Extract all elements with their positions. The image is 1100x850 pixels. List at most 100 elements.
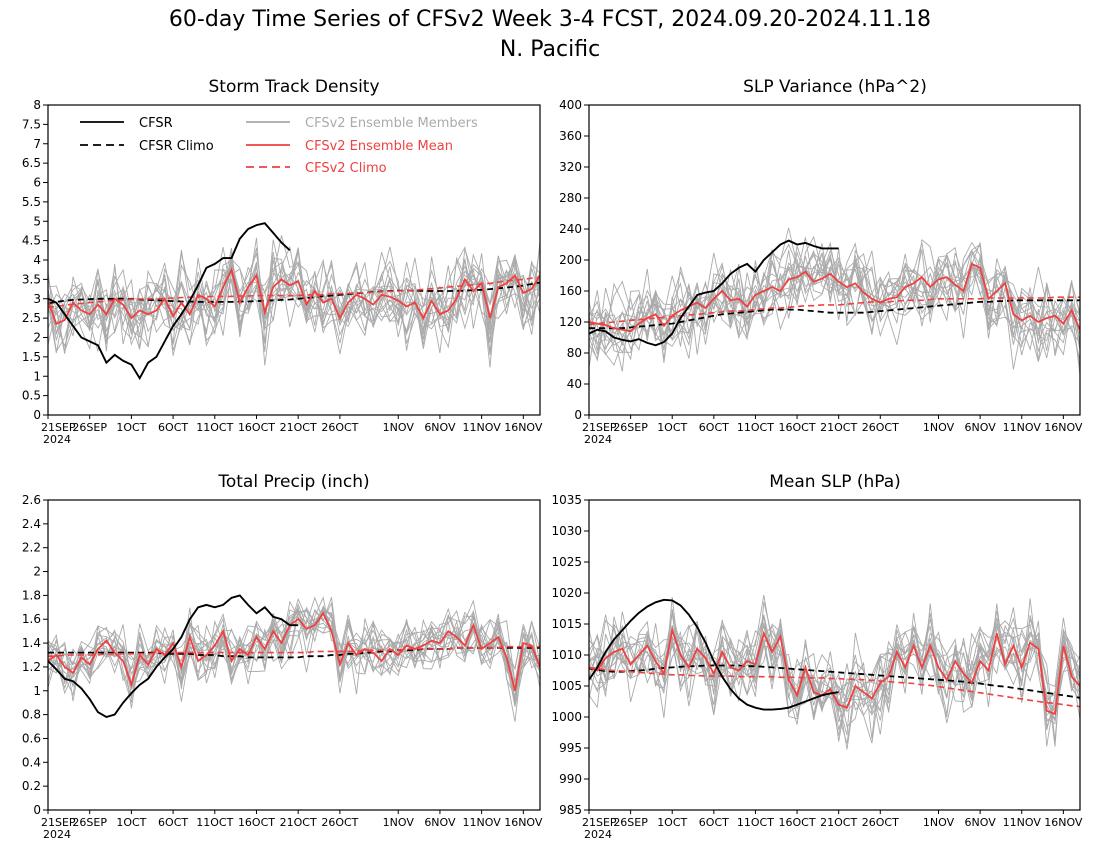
cfsr-line [48, 594, 299, 719]
x-tick-label: 6OCT [158, 421, 188, 434]
legend-item-cfsr: CFSR [80, 116, 173, 131]
y-tick-label: 80 [567, 346, 582, 360]
y-tick-label: 2 [33, 565, 41, 579]
legend-item-cfsv2-climo: CFSv2 Climo [246, 161, 387, 176]
x-tick-label: 26SEP [613, 421, 648, 434]
x-tick-label: 1NOV [923, 816, 955, 829]
cfsv2-climo-line [589, 666, 1080, 708]
x-year-label: 2024 [584, 828, 612, 841]
x-tick-label: 21SEP [41, 421, 76, 434]
plot-frame [47, 499, 541, 811]
x-tick-label: 21OCT [280, 421, 317, 434]
x-tick-label: 16NOV [1044, 816, 1083, 829]
x-year-label: 2024 [584, 433, 612, 446]
y-tick-label: 1 [33, 369, 41, 383]
ensemble-member-line [48, 245, 540, 354]
ensemble-member-line [589, 250, 1080, 351]
y-tick-label: 1.6 [22, 612, 41, 626]
x-tick-label: 26SEP [72, 816, 107, 829]
legend-item-ensemble-members: CFSv2 Ensemble Members [246, 116, 478, 131]
y-tick-label: 2.5 [22, 311, 41, 325]
x-tick-label: 6OCT [158, 816, 188, 829]
y-tick-label: 990 [559, 772, 582, 786]
x-tick-label: 1NOV [383, 421, 415, 434]
x-tick-label: 26SEP [613, 816, 648, 829]
x-year-label: 2024 [43, 433, 71, 446]
y-tick-label: 0 [574, 408, 582, 422]
figure-title: 60-day Time Series of CFSv2 Week 3-4 FCS… [169, 7, 931, 32]
ensemble-member-line [48, 596, 540, 685]
y-tick-label: 1005 [551, 679, 582, 693]
y-tick-label: 2.4 [22, 517, 41, 531]
x-tick-label: 11NOV [463, 816, 502, 829]
y-tick-label: 995 [559, 741, 582, 755]
y-tick-label: 1035 [551, 493, 582, 507]
x-tick-label: 16OCT [238, 421, 275, 434]
y-tick-label: 1000 [551, 710, 582, 724]
x-tick-label: 26SEP [72, 421, 107, 434]
x-tick-label: 1OCT [657, 421, 687, 434]
x-tick-label: 11NOV [1003, 421, 1042, 434]
legend-label: CFSv2 Ensemble Mean [305, 139, 453, 154]
x-tick-label: 6NOV [424, 816, 456, 829]
y-tick-label: 6 [33, 176, 41, 190]
y-tick-label: 6.5 [22, 156, 41, 170]
ensemble-member-line [589, 249, 1080, 356]
x-tick-label: 26OCT [321, 421, 358, 434]
x-tick-label: 6OCT [699, 421, 729, 434]
x-tick-label: 11OCT [737, 421, 774, 434]
x-tick-label: 16OCT [779, 816, 816, 829]
cfsr-line [48, 222, 291, 381]
x-tick-label: 6NOV [424, 421, 456, 434]
y-tick-label: 200 [559, 253, 582, 267]
y-tick-label: 0.2 [22, 779, 41, 793]
y-tick-label: 120 [559, 315, 582, 329]
x-tick-label: 6NOV [965, 421, 997, 434]
y-tick-label: 5 [33, 214, 41, 228]
plot-frame [588, 499, 1081, 811]
x-tick-label: 26OCT [862, 816, 899, 829]
y-tick-label: 3.5 [22, 272, 41, 286]
panel-title: Mean SLP (hPa) [769, 472, 901, 492]
ensemble-member-line [48, 252, 540, 353]
y-tick-label: 400 [559, 98, 582, 112]
panel-slp-variance: SLP Variance (hPa^2) 0 40 80 120 160 200 240 28… [559, 77, 1083, 446]
ensemble-member-line [589, 620, 1080, 750]
x-tick-label: 1OCT [116, 421, 146, 434]
ensemble-member-line [48, 606, 540, 689]
figure-subtitle: N. Pacific [500, 37, 600, 62]
ensemble-member-line [48, 253, 540, 351]
x-tick-label: 11NOV [463, 421, 502, 434]
x-tick-label: 6OCT [699, 816, 729, 829]
panel-title: SLP Variance (hPa^2) [743, 77, 927, 97]
x-tick-label: 21SEP [582, 421, 617, 434]
cfsr-line [589, 598, 839, 711]
x-tick-label: 11OCT [196, 421, 233, 434]
y-tick-label: 7 [33, 137, 41, 151]
x-tick-label: 26OCT [321, 816, 358, 829]
legend-label: CFSR Climo [139, 139, 214, 154]
y-tick-label: 7.5 [22, 117, 41, 131]
x-tick-label: 21OCT [820, 816, 857, 829]
legend-label: CFSv2 Climo [305, 161, 387, 176]
ensemble-mean-line [589, 626, 1080, 716]
y-tick-label: 0.4 [22, 755, 41, 769]
y-tick-label: 8 [33, 98, 41, 112]
x-tick-label: 21SEP [582, 816, 617, 829]
ensemble-member-line [48, 235, 540, 344]
y-tick-label: 320 [559, 160, 582, 174]
panel-title: Storm Track Density [208, 77, 379, 97]
y-tick-label: 1 [33, 684, 41, 698]
y-tick-label: 1015 [551, 617, 582, 631]
legend-item-ensemble-mean: CFSv2 Ensemble Mean [246, 139, 453, 154]
cfsr-line [589, 239, 839, 347]
y-tick-label: 985 [559, 803, 582, 817]
y-tick-label: 1020 [551, 586, 582, 600]
panel-total-precip: Total Precip (inch) 0 0.2 0.4 0.6 0.8 1 1.2 1.4… [22, 472, 543, 841]
x-tick-label: 16NOV [504, 421, 543, 434]
ensemble-member-line [48, 603, 540, 703]
y-tick-label: 1.2 [22, 660, 41, 674]
x-tick-label: 21SEP [41, 816, 76, 829]
legend-label: CFSR [139, 116, 173, 131]
panel-mean-slp: Mean SLP (hPa) 985 990 995 1000 1005 1010 1015… [551, 472, 1082, 841]
